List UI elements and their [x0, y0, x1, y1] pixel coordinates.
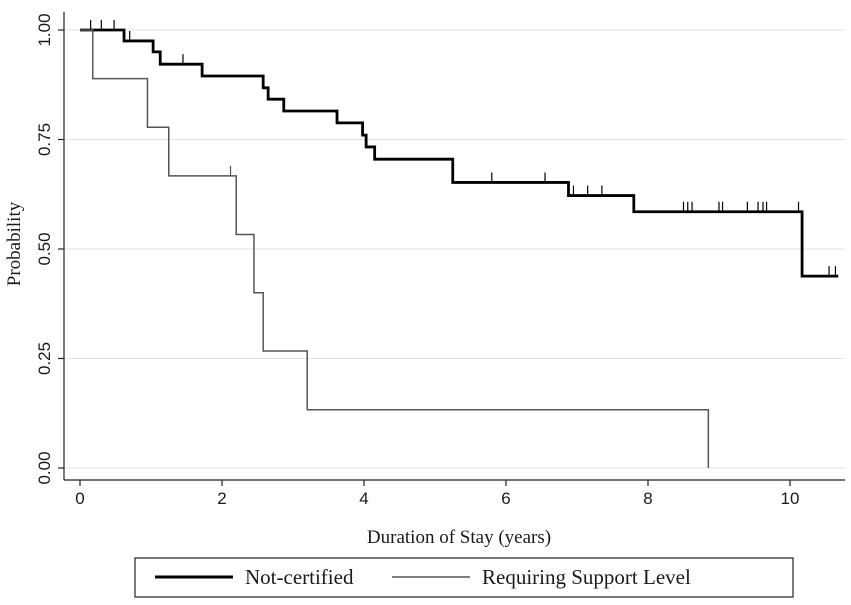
x-tick-label: 4 [359, 489, 368, 508]
legend-label-requiring-support: Requiring Support Level [482, 565, 691, 589]
y-tick-label: 0.00 [35, 451, 54, 484]
grid [64, 29, 845, 469]
x-axis-title: Duration of Stay (years) [367, 527, 551, 548]
y-tick-label: 0.75 [35, 123, 54, 156]
y-axis-title: Probability [4, 201, 25, 286]
x-tick-label: 6 [501, 489, 510, 508]
legend: Not-certified Requiring Support Level [134, 557, 794, 598]
series [80, 20, 839, 468]
x-tick-label: 10 [781, 489, 800, 508]
ticks: 0.00 0.25 0.50 0.75 1.00 0 2 4 6 8 10 [35, 13, 799, 508]
y-tick-label: 0.50 [35, 232, 54, 265]
axes [63, 12, 845, 481]
x-tick-label: 0 [75, 489, 84, 508]
y-tick-label: 0.25 [35, 342, 54, 375]
legend-label-not-certified: Not-certified [245, 565, 354, 589]
y-tick-label: 1.00 [35, 13, 54, 46]
series-line-requiring-support [80, 29, 710, 468]
series-line-not-certified [80, 28, 839, 278]
x-tick-label: 8 [643, 489, 652, 508]
x-tick-label: 2 [217, 489, 226, 508]
